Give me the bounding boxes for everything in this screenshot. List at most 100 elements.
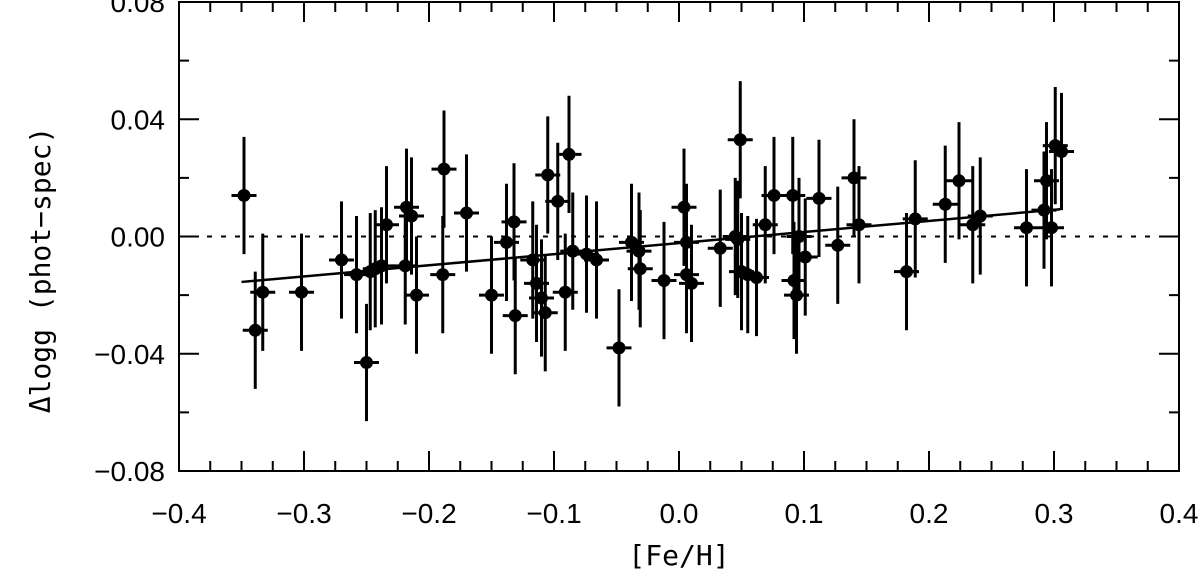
point-marker xyxy=(938,197,952,211)
axes-layer: −0.4 −0.3 −0.2 −0.1 0.0 0.1 0.2 0.3 0.4 −0.08 −0.0… xyxy=(94,0,1198,529)
point-marker xyxy=(633,262,647,276)
data-point xyxy=(545,142,571,260)
data-point xyxy=(584,201,609,319)
data-point xyxy=(430,215,456,334)
point-marker xyxy=(541,168,555,182)
point-marker xyxy=(507,215,521,229)
data-point xyxy=(374,166,399,284)
point-marker xyxy=(1055,144,1068,158)
point-marker xyxy=(612,341,626,355)
point-marker xyxy=(677,200,691,214)
point-marker xyxy=(713,241,727,255)
x-axis-title: [Fe/H] xyxy=(628,539,729,572)
point-marker xyxy=(657,273,671,287)
data-point xyxy=(392,207,418,325)
point-marker xyxy=(237,188,251,202)
data-point xyxy=(606,289,632,407)
data-point xyxy=(1014,169,1039,287)
y-tick-label: 0.08 xyxy=(111,0,166,18)
point-marker xyxy=(538,306,552,320)
data-point xyxy=(679,224,704,343)
point-marker xyxy=(767,188,781,202)
point-marker xyxy=(530,276,543,290)
point-marker xyxy=(551,194,565,208)
point-marker xyxy=(410,288,423,302)
point-marker xyxy=(295,285,308,299)
point-marker xyxy=(831,238,845,252)
data-point xyxy=(619,183,644,301)
point-marker xyxy=(852,218,866,232)
point-marker xyxy=(1040,174,1053,188)
point-marker xyxy=(790,288,803,302)
point-marker xyxy=(558,285,572,299)
point-marker xyxy=(350,268,363,282)
data-point xyxy=(960,166,986,284)
y-tick-label: 0.04 xyxy=(111,104,166,135)
data-point xyxy=(1034,122,1059,240)
data-point xyxy=(902,160,928,278)
data-point xyxy=(535,116,561,234)
data-point xyxy=(329,201,354,319)
data-points-layer xyxy=(231,81,1074,422)
point-marker xyxy=(1045,221,1058,235)
point-marker xyxy=(1037,203,1051,217)
data-point xyxy=(1049,92,1074,211)
x-tick-label: 0.4 xyxy=(1160,498,1199,529)
data-point xyxy=(727,81,753,199)
point-marker xyxy=(625,235,638,249)
point-marker xyxy=(908,212,922,226)
x-tick-label: −0.2 xyxy=(401,498,456,529)
plot-frame xyxy=(178,1,1180,472)
data-point xyxy=(841,119,867,237)
point-marker xyxy=(405,209,418,223)
data-point xyxy=(651,221,677,340)
point-marker xyxy=(685,276,698,290)
data-point xyxy=(556,95,582,214)
point-marker xyxy=(500,235,513,249)
data-point xyxy=(399,157,424,275)
x-tick-label: −0.3 xyxy=(276,498,331,529)
point-marker xyxy=(460,206,473,220)
data-point xyxy=(967,157,993,275)
data-point xyxy=(627,210,653,328)
point-marker xyxy=(750,271,763,285)
point-marker xyxy=(398,259,412,273)
point-marker xyxy=(966,218,980,232)
data-point xyxy=(532,254,558,372)
y-tick-label: −0.04 xyxy=(94,339,165,370)
data-point xyxy=(404,236,429,354)
point-marker xyxy=(758,218,772,232)
point-marker xyxy=(580,247,593,261)
point-marker xyxy=(847,171,861,185)
point-marker xyxy=(792,230,806,243)
data-point xyxy=(806,139,832,258)
point-marker xyxy=(380,218,393,232)
data-point xyxy=(786,177,812,296)
data-point xyxy=(502,257,528,375)
point-marker xyxy=(256,285,270,299)
point-marker xyxy=(436,268,450,282)
data-point xyxy=(289,233,314,351)
x-tick-label: 0.2 xyxy=(910,498,949,529)
y-axis-title: Δlogg (phot−spec) xyxy=(24,127,57,414)
data-point xyxy=(552,233,578,351)
point-marker xyxy=(590,253,603,267)
data-point xyxy=(454,154,479,272)
point-marker xyxy=(562,147,576,161)
data-point xyxy=(946,122,972,240)
point-marker xyxy=(786,188,800,202)
point-marker xyxy=(335,253,348,267)
x-tick-label: −0.4 xyxy=(151,498,206,529)
point-marker xyxy=(248,323,262,337)
data-point xyxy=(707,189,733,307)
point-marker xyxy=(812,191,826,205)
point-marker xyxy=(900,265,913,279)
y-tick-label: 0.00 xyxy=(111,222,166,253)
data-point xyxy=(250,233,276,351)
data-point xyxy=(752,166,778,284)
point-marker xyxy=(798,250,812,264)
point-marker xyxy=(375,259,388,273)
point-marker xyxy=(508,309,522,323)
point-marker xyxy=(360,356,373,370)
point-marker xyxy=(733,133,747,147)
